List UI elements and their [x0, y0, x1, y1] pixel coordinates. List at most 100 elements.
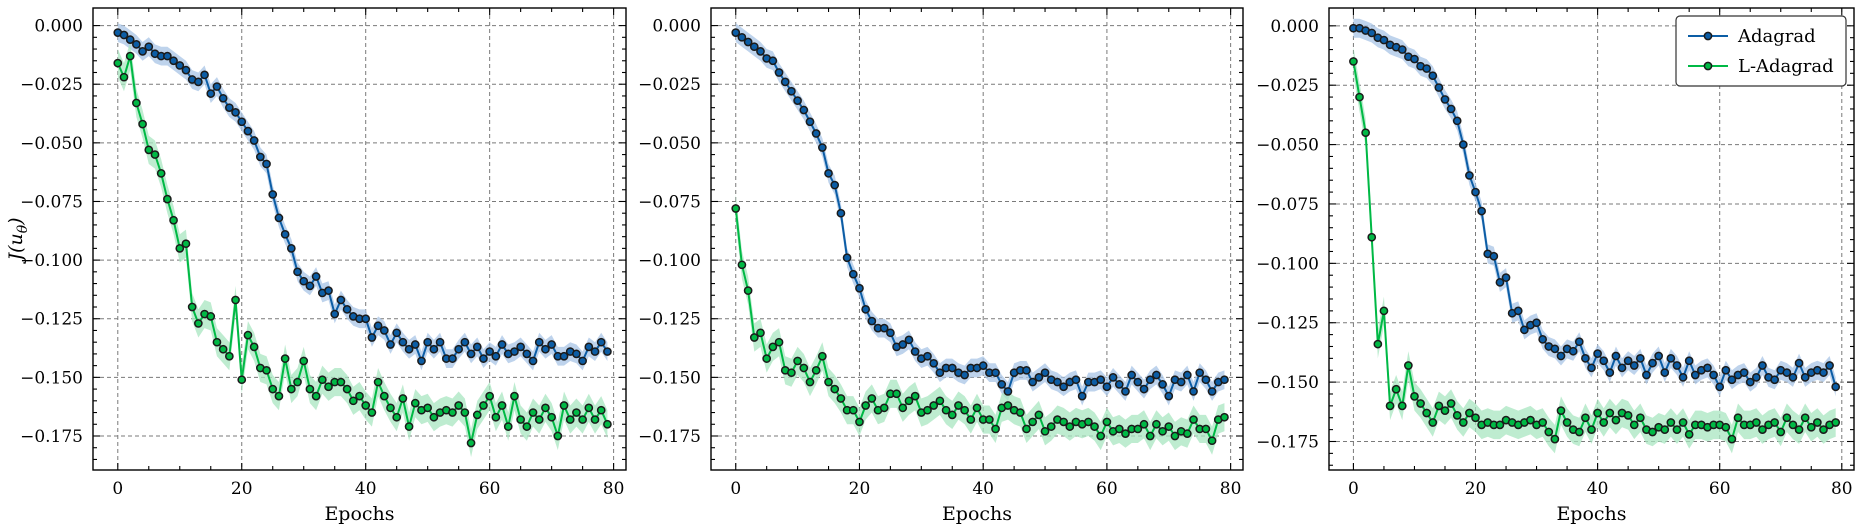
data-point-1 — [1678, 373, 1688, 382]
data-point-2 — [454, 401, 464, 410]
data-point-2 — [1385, 401, 1395, 411]
data-point-2 — [361, 401, 371, 410]
data-point-2 — [991, 424, 1000, 434]
data-point-2 — [1379, 306, 1389, 316]
data-point-2 — [1434, 401, 1444, 411]
data-point-1 — [1434, 83, 1444, 92]
data-point-1 — [584, 342, 594, 352]
data-point-1 — [231, 108, 240, 117]
x-tick-label: 0 — [730, 479, 741, 499]
data-point-2 — [491, 412, 501, 422]
data-point-2 — [225, 351, 234, 361]
data-point-2 — [243, 330, 253, 340]
legend-label-2: L-Adagrad — [1738, 56, 1834, 77]
data-point-1 — [1053, 377, 1062, 387]
x-tick-label: 60 — [479, 479, 501, 499]
data-point-1 — [596, 337, 606, 347]
data-point-2 — [268, 384, 278, 394]
data-point-2 — [954, 401, 963, 410]
y-tick-label: −0.075 — [1256, 195, 1319, 215]
data-point-2 — [1416, 399, 1425, 408]
data-point-1 — [842, 253, 852, 263]
data-point-1 — [1489, 251, 1499, 261]
legend: Adagrad L-Adagrad — [1675, 15, 1847, 87]
y-tick-label: −0.125 — [20, 310, 83, 330]
data-point-2 — [743, 286, 753, 295]
data-point-2 — [119, 72, 129, 82]
data-point-2 — [1410, 392, 1419, 401]
y-tick-label: −0.150 — [20, 368, 83, 388]
data-point-2 — [528, 408, 538, 417]
data-point-2 — [194, 319, 203, 328]
data-point-2 — [1562, 418, 1572, 427]
data-point-1 — [435, 337, 445, 347]
data-point-2 — [392, 412, 402, 422]
data-point-2 — [1397, 401, 1407, 411]
data-point-2 — [941, 405, 951, 415]
data-point-1 — [194, 77, 203, 87]
data-point-1 — [1599, 356, 1609, 366]
y-tick-label: −0.025 — [20, 75, 83, 95]
data-point-1 — [1574, 337, 1584, 347]
data-point-2 — [1034, 410, 1044, 420]
data-point-2 — [1831, 418, 1841, 427]
data-point-1 — [1121, 387, 1130, 396]
data-point-1 — [1709, 370, 1718, 380]
data-point-2 — [1556, 406, 1566, 415]
data-point-2 — [1813, 418, 1822, 427]
data-point-1 — [836, 208, 846, 218]
data-point-2 — [1182, 429, 1192, 438]
data-point-1 — [305, 281, 315, 291]
data-point-1 — [255, 152, 265, 162]
data-point-1 — [534, 337, 544, 347]
data-point-1 — [125, 35, 135, 45]
data-point-2 — [448, 408, 457, 417]
x-tick-label: 80 — [603, 479, 625, 499]
data-point-2 — [898, 403, 908, 413]
data-point-1 — [1593, 349, 1602, 358]
data-point-1 — [163, 51, 172, 61]
data-point-1 — [528, 356, 538, 366]
y-tick-label: −0.050 — [1256, 136, 1319, 156]
chart-panel-2: 0 20 40 60 80 0.000 −0.025 −0.050 −0.075 −0.100 −0… — [638, 7, 1244, 525]
data-point-2 — [1678, 418, 1688, 427]
data-point-1 — [417, 356, 426, 366]
plot-frame — [1328, 7, 1855, 471]
data-point-1 — [330, 309, 340, 319]
data-point-1 — [1550, 344, 1560, 354]
data-point-1 — [780, 77, 790, 87]
data-point-2 — [1794, 425, 1804, 434]
data-point-2 — [1361, 128, 1370, 138]
data-point-2 — [1776, 427, 1786, 437]
y-tick-label: 0.000 — [1270, 17, 1319, 37]
x-tick-label: 80 — [1220, 479, 1242, 499]
data-point-2 — [836, 394, 846, 403]
data-point-2 — [590, 415, 600, 424]
legend-marker-2 — [1703, 61, 1713, 71]
data-point-1 — [805, 117, 815, 127]
data-point-2 — [218, 344, 228, 354]
data-point-2 — [805, 377, 815, 387]
data-point-2 — [324, 382, 333, 392]
data-point-2 — [1065, 422, 1075, 431]
data-point-1 — [978, 361, 988, 370]
data-point-1 — [1770, 375, 1779, 385]
data-point-1 — [1195, 368, 1205, 378]
data-point-1 — [1739, 368, 1749, 377]
data-point-2 — [1788, 420, 1798, 430]
data-point-2 — [818, 351, 827, 361]
series-band-2 — [735, 194, 1225, 455]
data-point-1 — [1458, 140, 1468, 149]
data-point-2 — [584, 403, 594, 413]
data-point-2 — [811, 365, 821, 375]
data-point-2 — [960, 405, 969, 415]
y-axis-label: J(uθ) — [5, 217, 31, 264]
data-point-2 — [966, 415, 976, 424]
data-point-1 — [1440, 95, 1450, 104]
data-point-2 — [923, 405, 932, 415]
data-point-2 — [1096, 431, 1106, 441]
data-point-2 — [1605, 408, 1615, 418]
data-point-2 — [1220, 412, 1229, 422]
data-point-1 — [1127, 370, 1137, 380]
